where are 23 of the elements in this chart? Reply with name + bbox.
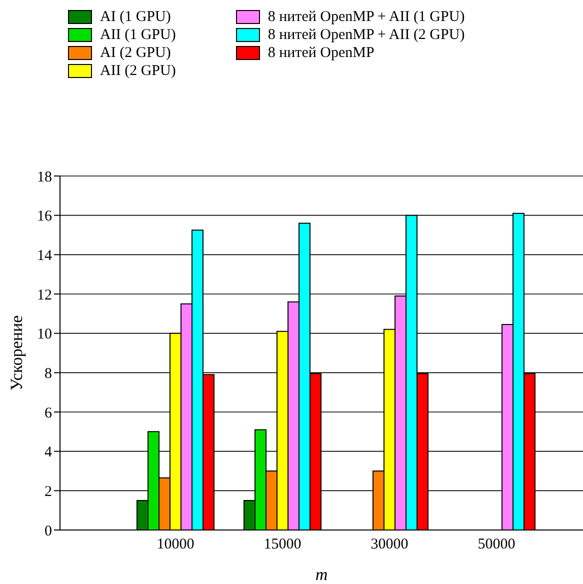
y-tick-label: 14 <box>37 248 52 264</box>
y-tick-label: 8 <box>44 366 52 382</box>
x-tick-label: 10000 <box>156 536 194 553</box>
y-axis-title: Ускорение <box>7 315 26 391</box>
x-axis-title: m <box>315 565 328 584</box>
legend-label: AI (2 GPU) <box>100 44 171 62</box>
y-tick-label: 12 <box>37 287 52 304</box>
legend-label: AII (2 GPU) <box>100 62 176 80</box>
legend-label: AII (1 GPU) <box>100 26 176 44</box>
legend-label: 8 нитей OpenMP + AII (2 GPU) <box>268 26 465 44</box>
legend-label: AI (1 GPU) <box>100 8 171 26</box>
x-tick-label: 30000 <box>370 536 408 553</box>
y-tick-label: 4 <box>44 444 52 461</box>
y-tick-label: 18 <box>37 169 52 186</box>
legend-label: 8 нитей OpenMP + AII (1 GPU) <box>268 8 465 26</box>
x-tick-label: 15000 <box>264 536 302 553</box>
legend-label: 8 нитей OpenMP <box>268 44 374 62</box>
y-tick-label: 2 <box>44 484 52 500</box>
x-tick-label: 50000 <box>478 536 516 553</box>
y-tick-label: 0 <box>44 523 52 540</box>
y-tick-label: 6 <box>44 405 52 422</box>
y-tick-label: 10 <box>37 326 52 343</box>
y-tick-label: 16 <box>37 208 52 225</box>
